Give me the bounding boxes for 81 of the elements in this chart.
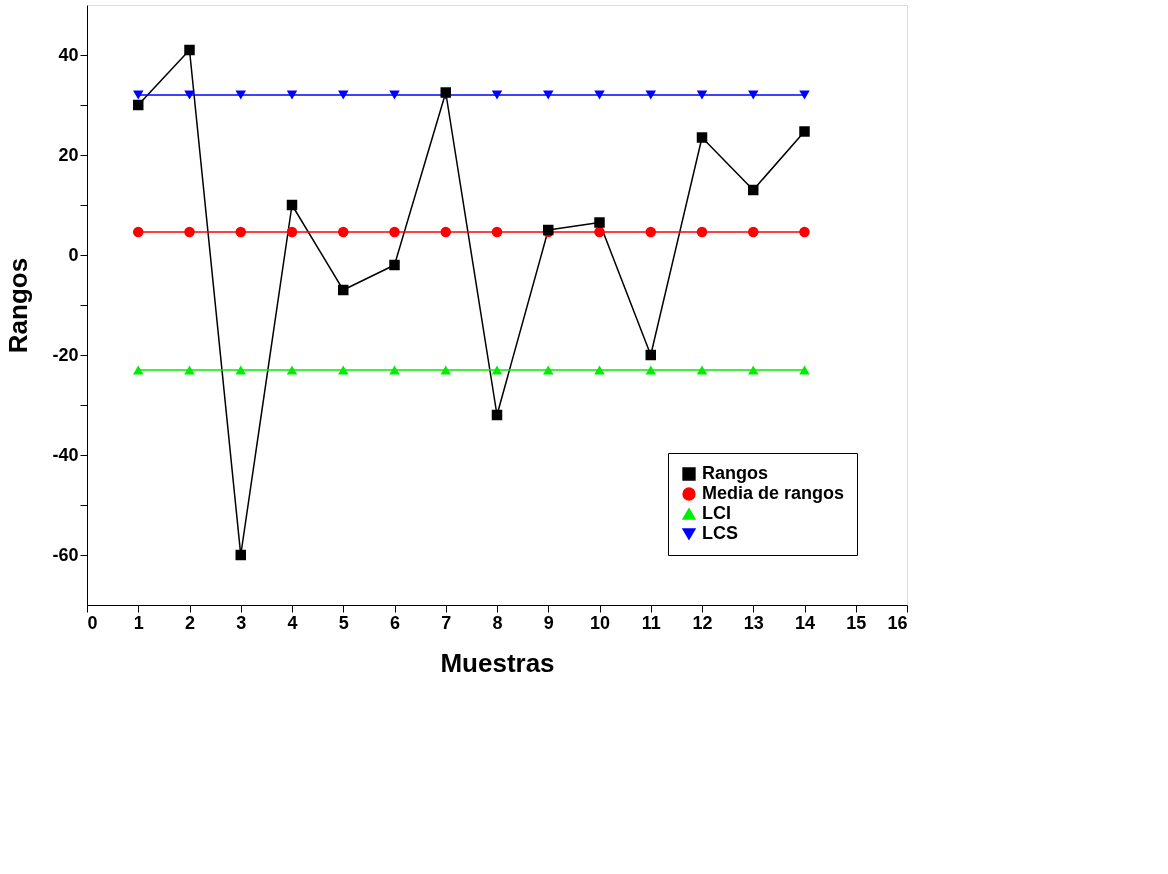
point bbox=[799, 365, 810, 375]
point bbox=[184, 90, 195, 100]
point bbox=[696, 226, 708, 238]
x-tick-label: 7 bbox=[441, 612, 452, 633]
legend-label: LCS bbox=[702, 523, 738, 543]
point bbox=[286, 226, 298, 238]
y-tick-label: 0 bbox=[68, 244, 79, 265]
point bbox=[748, 226, 759, 238]
point bbox=[235, 90, 246, 100]
point bbox=[594, 217, 605, 228]
x-tick-label: 6 bbox=[389, 612, 401, 633]
point bbox=[543, 90, 554, 100]
point bbox=[133, 226, 144, 238]
point bbox=[235, 226, 246, 238]
y-axis-title: Rangos bbox=[3, 257, 34, 354]
point bbox=[389, 90, 400, 100]
point bbox=[184, 226, 195, 238]
point bbox=[389, 365, 400, 375]
point bbox=[133, 99, 144, 111]
point bbox=[696, 90, 708, 100]
point bbox=[645, 365, 656, 375]
y-tick-label: -60 bbox=[52, 544, 79, 565]
point bbox=[338, 284, 349, 296]
point bbox=[594, 90, 605, 100]
point bbox=[748, 90, 759, 100]
point bbox=[286, 365, 298, 375]
point bbox=[799, 126, 810, 137]
point bbox=[645, 90, 656, 100]
point bbox=[799, 226, 810, 238]
point bbox=[543, 365, 554, 375]
x-tick-label: 14 bbox=[794, 612, 816, 633]
legend-label: LCI bbox=[702, 503, 731, 523]
point bbox=[286, 90, 298, 100]
x-tick-label: 5 bbox=[338, 612, 349, 633]
point bbox=[184, 365, 195, 375]
point bbox=[491, 365, 503, 375]
point bbox=[594, 226, 605, 238]
y-tick-label: 40 bbox=[58, 44, 79, 65]
point bbox=[491, 409, 503, 421]
x-tick-label: 0 bbox=[87, 612, 98, 633]
point bbox=[133, 90, 144, 100]
point bbox=[338, 226, 349, 238]
point bbox=[338, 90, 349, 100]
point bbox=[696, 132, 708, 143]
point bbox=[645, 226, 656, 238]
point bbox=[491, 90, 503, 100]
point bbox=[594, 365, 605, 375]
x-tick-label: 8 bbox=[492, 612, 503, 633]
point bbox=[184, 44, 195, 56]
point bbox=[338, 365, 349, 375]
point bbox=[491, 226, 503, 238]
point bbox=[235, 365, 246, 375]
x-tick-label: 12 bbox=[692, 612, 713, 633]
x-tick-label: 2 bbox=[184, 612, 196, 633]
legend-label: Rangos bbox=[702, 463, 769, 483]
x-tick-label: 10 bbox=[589, 612, 611, 633]
point bbox=[440, 365, 451, 375]
legend-label: Media de rangos bbox=[702, 483, 845, 503]
point bbox=[235, 549, 246, 561]
x-tick-label: 13 bbox=[743, 612, 764, 633]
point bbox=[696, 365, 708, 375]
y-tick-label: -40 bbox=[52, 444, 79, 465]
point bbox=[748, 184, 759, 196]
point bbox=[799, 90, 810, 100]
point bbox=[645, 349, 656, 361]
x-tick-label: 1 bbox=[133, 612, 144, 633]
x-tick-label: 4 bbox=[287, 612, 298, 633]
y-tick-label: -20 bbox=[52, 344, 79, 365]
point bbox=[389, 259, 400, 271]
x-tick-label: 9 bbox=[543, 612, 554, 633]
y-tick-label: 20 bbox=[58, 144, 79, 165]
x-tick-label: 16 bbox=[887, 612, 908, 633]
x-axis-title: Muestras bbox=[440, 647, 555, 678]
x-tick-label: 3 bbox=[236, 612, 247, 633]
x-tick-label: 15 bbox=[846, 612, 867, 633]
point bbox=[389, 226, 400, 238]
point bbox=[286, 199, 298, 211]
point bbox=[748, 365, 759, 375]
point bbox=[133, 365, 144, 375]
point bbox=[440, 226, 451, 238]
x-tick-label: 11 bbox=[641, 612, 661, 633]
